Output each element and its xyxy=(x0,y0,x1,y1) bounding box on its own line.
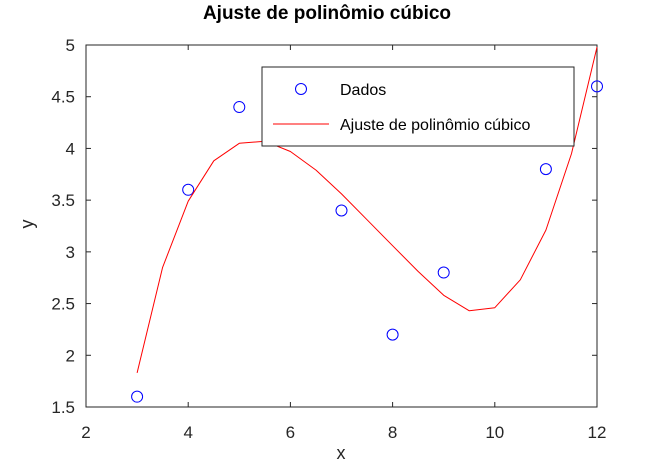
legend-box xyxy=(261,66,575,147)
y-tick-label: 5 xyxy=(66,36,75,55)
data-point xyxy=(591,80,603,93)
x-tick-label: 12 xyxy=(588,423,607,442)
y-tick-label: 4.5 xyxy=(51,88,75,107)
x-axis: 2 4 6 8 10 12 xyxy=(81,45,606,442)
legend: Dados Ajuste de polinômio cúbico xyxy=(261,66,575,147)
y-tick-label: 3.5 xyxy=(51,191,75,210)
x-tick-label: 4 xyxy=(183,423,192,442)
legend-label-dados: Dados xyxy=(340,82,386,99)
data-point xyxy=(131,390,144,403)
y-axis-label: y xyxy=(17,220,37,229)
y-tick-label: 2.5 xyxy=(51,295,75,314)
y-tick-label: 4 xyxy=(66,139,75,158)
y-tick-label: 3 xyxy=(66,243,75,262)
data-point xyxy=(233,101,246,114)
legend-marker-dados xyxy=(295,83,307,95)
data-point xyxy=(437,266,450,279)
data-point xyxy=(539,163,552,176)
x-tick-label: 10 xyxy=(485,423,504,442)
y-axis: 1.5 2 2.5 3 3.5 4 4.5 5 xyxy=(51,36,597,417)
data-point xyxy=(335,204,348,217)
x-tick-label: 2 xyxy=(81,423,90,442)
fit-curve-line xyxy=(136,46,598,374)
x-tick-label: 6 xyxy=(286,423,295,442)
legend-label-ajuste: Ajuste de polinômio cúbico xyxy=(340,117,530,134)
series-layer xyxy=(131,46,603,403)
data-point xyxy=(182,183,195,196)
chart-title: Ajuste de polinômio cúbico xyxy=(203,3,451,24)
data-point xyxy=(386,328,399,341)
x-axis-label: x xyxy=(337,443,346,462)
y-tick-label: 2 xyxy=(66,346,75,365)
x-tick-label: 8 xyxy=(388,423,397,442)
y-tick-label: 1.5 xyxy=(51,398,75,417)
